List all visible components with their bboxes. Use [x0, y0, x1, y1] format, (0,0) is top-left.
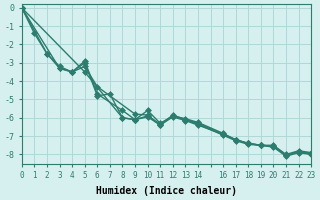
- X-axis label: Humidex (Indice chaleur): Humidex (Indice chaleur): [96, 186, 237, 196]
